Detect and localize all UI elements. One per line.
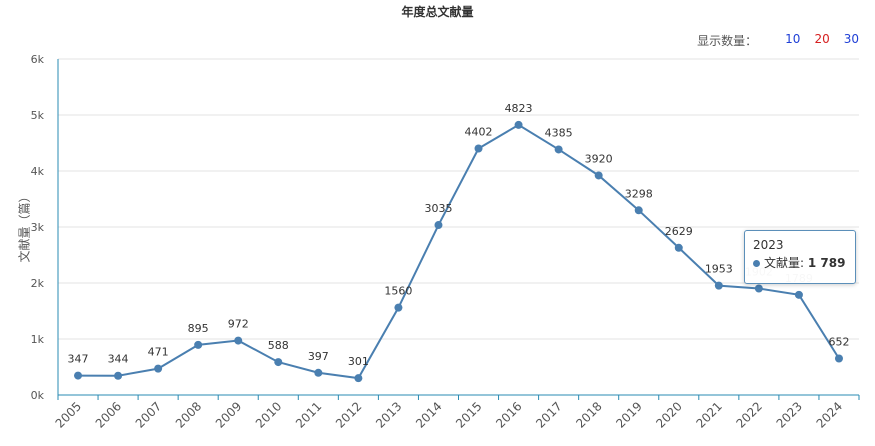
display-count-option-30[interactable]: 30 xyxy=(843,32,859,46)
data-label: 588 xyxy=(268,339,289,352)
data-point xyxy=(74,371,83,380)
y-tick-label: 3k xyxy=(31,221,45,234)
data-label: 652 xyxy=(828,335,849,348)
x-tick-label: 2008 xyxy=(173,399,204,430)
data-label: 3035 xyxy=(424,202,452,215)
x-tick-label: 2016 xyxy=(493,399,524,430)
x-tick-label: 2021 xyxy=(693,399,724,430)
x-tick-label: 2024 xyxy=(814,399,845,430)
x-tick-label: 2006 xyxy=(93,399,124,430)
data-point xyxy=(514,120,523,129)
data-point xyxy=(394,303,403,312)
data-point xyxy=(194,340,203,349)
data-point xyxy=(794,290,803,299)
data-point xyxy=(634,206,643,215)
y-tick-label: 2k xyxy=(31,277,45,290)
data-label: 4402 xyxy=(465,125,493,138)
x-tick-label: 2007 xyxy=(133,399,164,430)
y-tick-label: 4k xyxy=(31,165,45,178)
data-label: 1953 xyxy=(705,263,733,276)
y-tick-label: 6k xyxy=(31,53,45,66)
series-marker-icon xyxy=(753,260,760,267)
y-tick-label: 0k xyxy=(31,389,45,402)
data-tooltip: 2023 文献量: 1 789 xyxy=(744,230,856,284)
display-count-option-20[interactable]: 20 xyxy=(814,32,830,46)
display-count-option-10[interactable]: 10 xyxy=(785,32,801,46)
data-label: 4823 xyxy=(505,102,533,115)
series-line xyxy=(78,123,840,380)
data-point xyxy=(154,364,163,373)
data-label: 3298 xyxy=(625,187,653,200)
x-tick-label: 2020 xyxy=(653,399,684,430)
data-point xyxy=(554,145,563,154)
x-tick-label: 2018 xyxy=(573,399,604,430)
x-tick-label: 2012 xyxy=(333,399,364,430)
x-tick-label: 2019 xyxy=(613,399,644,430)
data-label: 2629 xyxy=(665,225,693,238)
data-label: 344 xyxy=(108,353,129,366)
y-tick-label: 5k xyxy=(31,109,45,122)
data-label: 301 xyxy=(348,355,369,368)
data-label: 397 xyxy=(308,350,329,363)
data-point xyxy=(354,374,363,383)
data-point xyxy=(434,221,443,230)
data-point xyxy=(274,358,283,367)
tooltip-year: 2023 xyxy=(753,238,784,252)
tooltip-series-label: 文献量: xyxy=(764,256,805,270)
y-tick-label: 1k xyxy=(31,333,45,346)
data-point xyxy=(474,144,483,153)
data-point xyxy=(234,336,243,345)
chart-title: 年度总文献量 xyxy=(401,5,474,19)
display-count-control: 显示数量： 10 20 30 xyxy=(697,32,859,49)
data-point xyxy=(754,284,763,293)
x-tick-label: 2013 xyxy=(373,399,404,430)
data-label: 1560 xyxy=(384,285,412,298)
data-point xyxy=(314,368,323,377)
data-label: 471 xyxy=(148,346,169,359)
data-label: 4385 xyxy=(545,126,573,139)
data-point xyxy=(714,281,723,290)
x-tick-label: 2005 xyxy=(53,399,84,430)
tooltip-value: 1 789 xyxy=(807,256,846,270)
display-count-label: 显示数量： xyxy=(697,34,758,48)
x-tick-label: 2011 xyxy=(293,399,324,430)
x-tick-label: 2017 xyxy=(533,399,564,430)
tooltip-row: 文献量: 1 789 xyxy=(753,254,845,271)
data-label: 895 xyxy=(188,322,209,335)
data-point xyxy=(114,371,123,380)
x-tick-label: 2009 xyxy=(213,399,244,430)
data-point xyxy=(674,243,683,252)
data-label: 347 xyxy=(68,353,89,366)
x-tick-label: 2023 xyxy=(774,399,805,430)
data-point xyxy=(834,354,843,363)
data-label: 3920 xyxy=(585,152,613,165)
data-label: 972 xyxy=(228,318,249,331)
x-tick-label: 2014 xyxy=(413,399,444,430)
x-tick-label: 2010 xyxy=(253,399,284,430)
x-tick-label: 2022 xyxy=(733,399,764,430)
x-tick-label: 2015 xyxy=(453,399,484,430)
data-point xyxy=(594,171,603,180)
